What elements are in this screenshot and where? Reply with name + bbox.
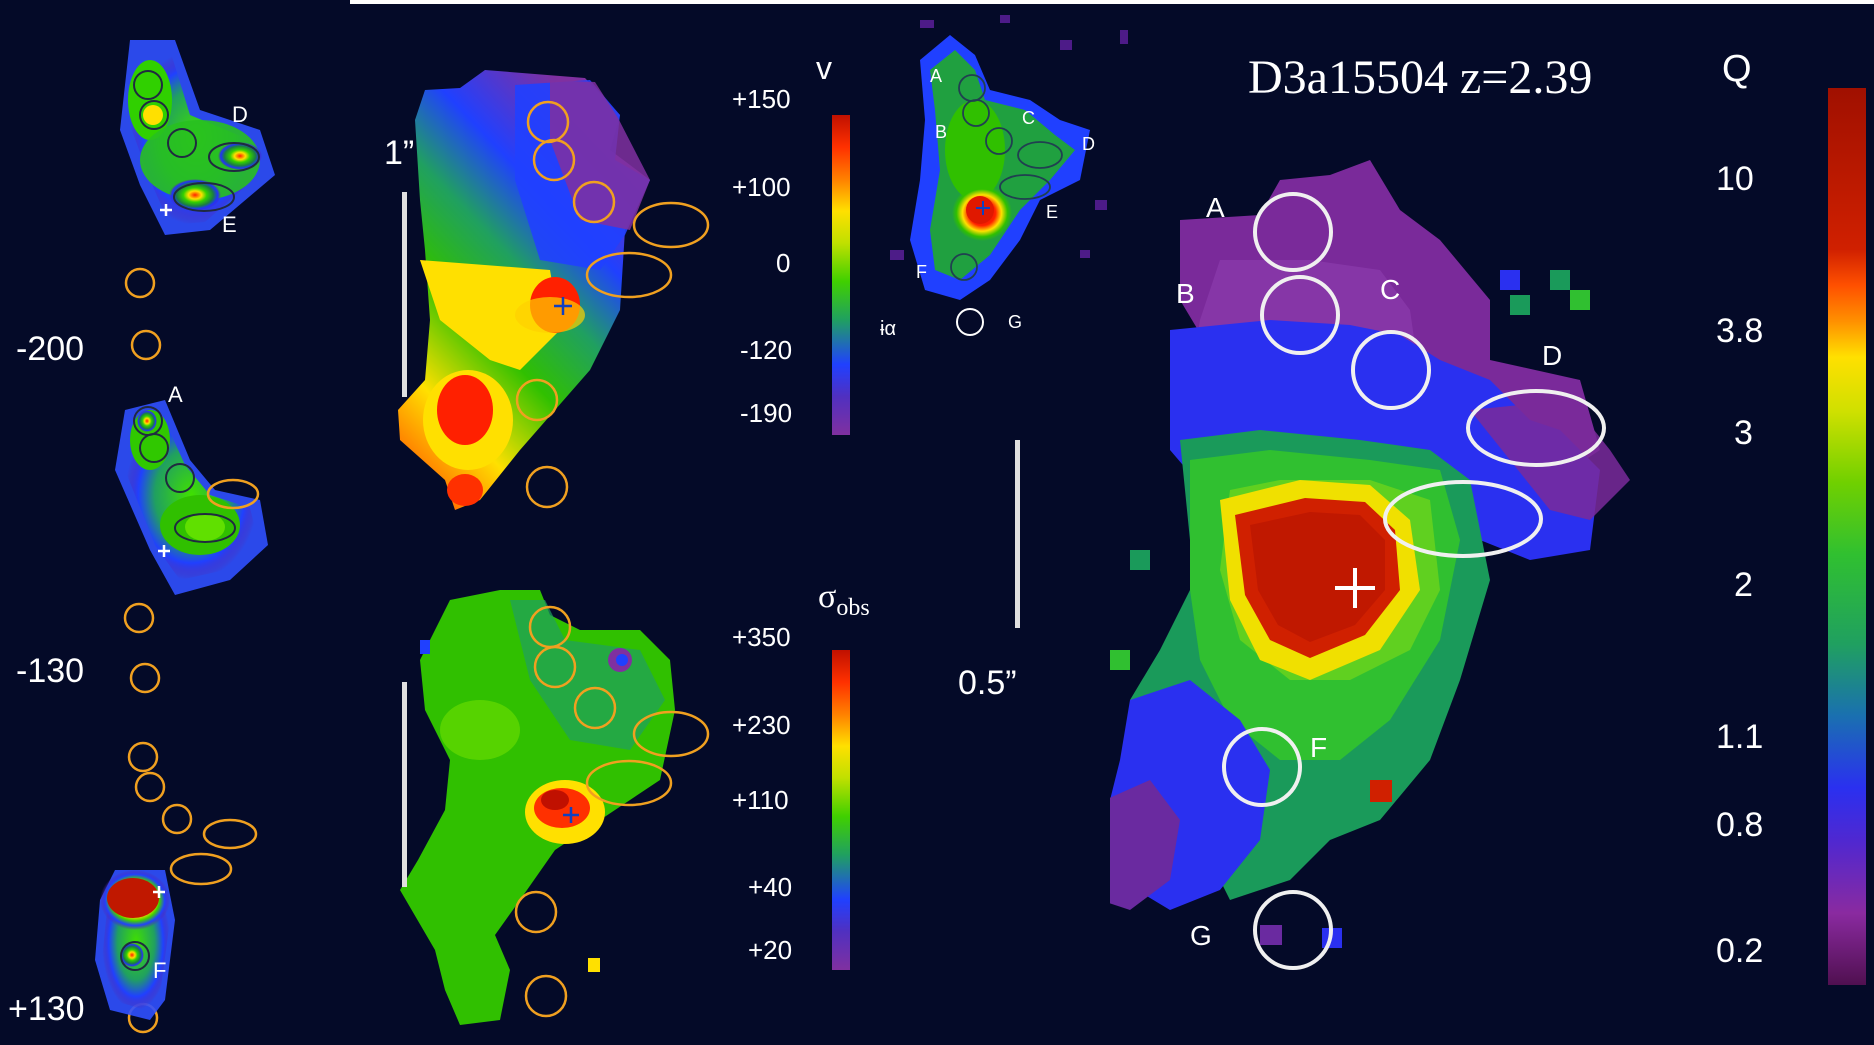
q-label-c: C xyxy=(1380,274,1401,305)
dispersion-tick-40: +40 xyxy=(748,872,793,902)
clump-label-e: E xyxy=(222,212,237,237)
velocity-tick-150: +150 xyxy=(732,84,791,114)
halpha-label-b: B xyxy=(935,122,948,142)
dispersion-scale-bar xyxy=(402,682,407,887)
figure-title: D3a15504 z=2.39 xyxy=(1248,51,1593,104)
velocity-map-image xyxy=(398,70,710,510)
halpha-label-c: C xyxy=(1022,108,1035,128)
q-tick-1-1: 1.1 xyxy=(1716,718,1764,756)
q-tick-0-8: 0.8 xyxy=(1716,806,1764,844)
q-map-image xyxy=(1110,160,1630,970)
q-tick-3: 3 xyxy=(1734,414,1753,452)
halpha-label-d: D xyxy=(1082,134,1095,154)
q-label-f: F xyxy=(1310,732,1328,763)
q-tick-3-8: 3.8 xyxy=(1716,312,1764,350)
channel-label-minus200: -200 xyxy=(16,330,85,368)
top-border-right xyxy=(880,0,1874,4)
q-colorbar-label: Q xyxy=(1722,48,1752,90)
dispersion-tick-20: +20 xyxy=(748,935,793,965)
velocity-colorbar xyxy=(832,115,850,435)
q-tick-10: 10 xyxy=(1716,160,1754,198)
velocity-tick-100: +100 xyxy=(732,172,791,202)
halpha-label-a: A xyxy=(930,66,943,86)
dispersion-colorbar xyxy=(832,650,850,970)
dispersion-tick-350: +350 xyxy=(732,622,791,652)
velocity-tick-minus120: -120 xyxy=(740,335,793,365)
top-border-left xyxy=(350,0,880,4)
channel-label-plus130: +130 xyxy=(8,990,85,1028)
dispersion-colorbar-sigma: σ xyxy=(818,578,837,615)
q-tick-0-2: 0.2 xyxy=(1716,932,1764,970)
velocity-scale-label: 1” xyxy=(384,134,415,172)
channel-label-minus130: -130 xyxy=(16,652,85,690)
dispersion-tick-110: +110 xyxy=(732,785,789,815)
dispersion-map-panel: σobs +350 +230 +110 +40 +20 xyxy=(350,560,880,1045)
velocity-tick-minus190: -190 xyxy=(740,398,793,428)
q-colorbar xyxy=(1828,88,1866,985)
halpha-label-e: E xyxy=(1046,202,1059,222)
q-tick-2: 2 xyxy=(1734,566,1753,604)
q-map-panel: A B C D F G xyxy=(1110,120,1670,1000)
clump-label-a: A xyxy=(168,382,183,407)
velocity-colorbar-label: v xyxy=(816,50,832,86)
halpha-label-f: F xyxy=(916,262,927,282)
channel-map-minus200 xyxy=(120,40,275,235)
q-label-b: B xyxy=(1176,278,1195,309)
channel-maps-panel: -200 -130 +130 D E A F xyxy=(0,0,350,1045)
channel-map-minus130 xyxy=(115,400,268,595)
halpha-map-image xyxy=(890,15,1128,336)
q-label-d: D xyxy=(1542,340,1563,371)
velocity-tick-0: 0 xyxy=(776,248,791,278)
halpha-partial-label: ɨα xyxy=(880,318,897,340)
dispersion-tick-230: +230 xyxy=(732,710,791,740)
clump-label-d: D xyxy=(232,102,248,127)
halpha-map-panel: A B C D E F G ɨα xyxy=(880,0,1140,350)
channel-map-plus130 xyxy=(95,870,175,1020)
velocity-scale-bar xyxy=(402,192,407,397)
q-label-g: G xyxy=(1190,920,1212,951)
q-label-a: A xyxy=(1206,192,1225,223)
q-scale-label: 0.5” xyxy=(958,664,1017,702)
channel-maps-image xyxy=(95,40,275,1034)
dispersion-colorbar-label: σobs xyxy=(818,578,870,622)
halpha-label-g: G xyxy=(1008,312,1023,332)
velocity-map-panel: 1” v +150 +100 0 -120 -190 xyxy=(350,0,880,560)
q-scale-bar xyxy=(1015,440,1020,628)
dispersion-map-image xyxy=(400,590,710,1025)
dispersion-colorbar-sub: obs xyxy=(836,594,870,621)
clump-label-f: F xyxy=(153,958,167,983)
